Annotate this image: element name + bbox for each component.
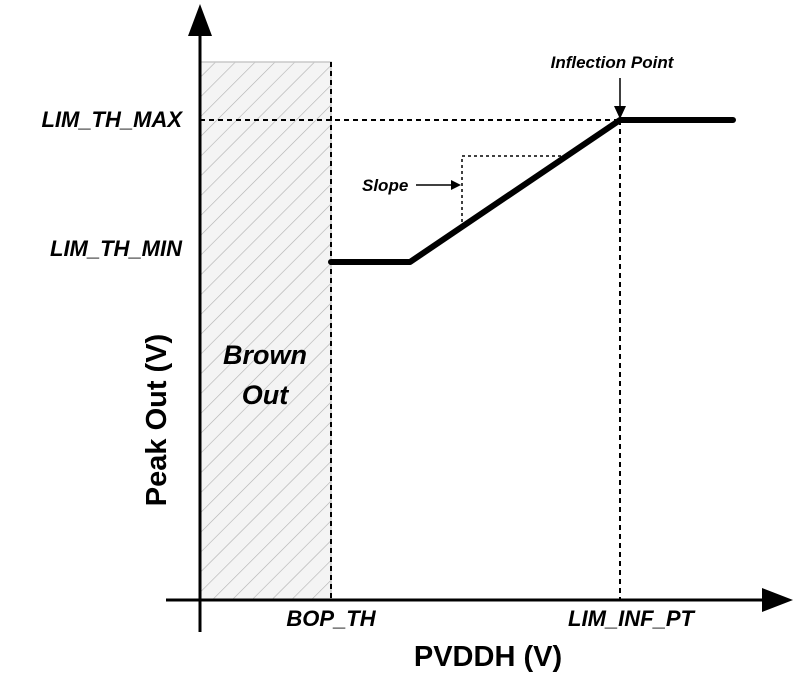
y-axis-title: Peak Out (V) bbox=[141, 334, 173, 506]
lim-inf-pt-label: LIM_INF_PT bbox=[568, 606, 695, 631]
x-axis-arrow bbox=[762, 588, 793, 612]
lim-th-max-label: LIM_TH_MAX bbox=[41, 107, 183, 132]
brown-out-label-line1: Brown bbox=[223, 340, 307, 370]
lim-th-min-label: LIM_TH_MIN bbox=[50, 236, 183, 261]
bop-th-label: BOP_TH bbox=[286, 606, 376, 631]
inflection-arrow-head bbox=[614, 106, 626, 119]
brown-out-label-line2: Out bbox=[242, 380, 289, 410]
brown-out-region bbox=[199, 61, 332, 601]
slope-label: Slope bbox=[362, 176, 408, 195]
slope-triangle bbox=[461, 155, 562, 222]
x-axis-title: PVDDH (V) bbox=[414, 641, 562, 673]
inflection-point-label: Inflection Point bbox=[551, 53, 675, 72]
slope-arrow-head bbox=[451, 180, 461, 190]
peak-out-curve bbox=[328, 117, 736, 265]
y-axis-arrow bbox=[188, 4, 212, 36]
